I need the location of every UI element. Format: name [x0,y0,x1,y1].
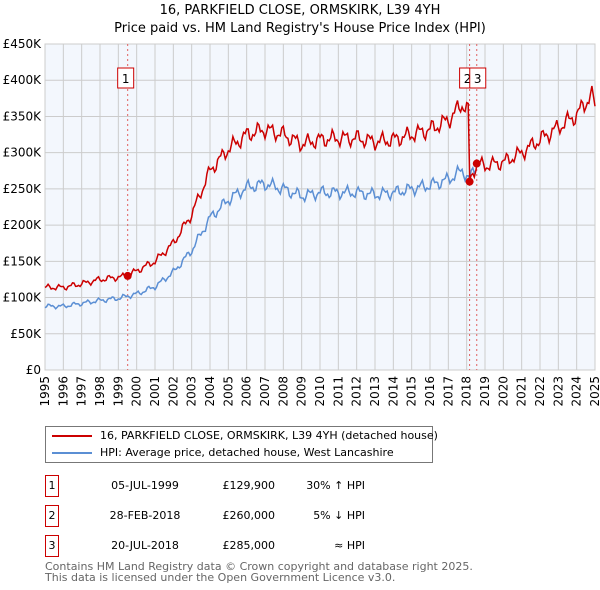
title: 16, PARKFIELD CLOSE, ORMSKIRK, L39 4YH [159,3,441,18]
sale-price: £260,000 [222,509,276,522]
x-tick-label: 2019 [478,376,492,407]
sale-price: £129,900 [222,479,276,492]
y-tick-label: £150K [3,254,43,268]
x-tick-label: 2014 [386,376,400,407]
x-tick-label: 2004 [203,376,217,407]
x-tick-label: 2006 [240,376,254,407]
sale-date: 28-FEB-2018 [109,509,181,522]
x-tick-label: 2001 [148,376,162,407]
y-tick-label: £200K [3,218,43,232]
legend-label: 16, PARKFIELD CLOSE, ORMSKIRK, L39 4YH (… [100,429,438,442]
x-tick-label: 1997 [75,376,89,407]
x-tick-label: 1998 [93,376,107,407]
footer-line: Contains HM Land Registry data © Crown c… [45,560,473,573]
x-tick-label: 2024 [570,376,584,407]
y-tick-label: £50K [10,327,42,341]
legend: 16, PARKFIELD CLOSE, ORMSKIRK, L39 4YH (… [45,426,438,463]
legend-label: HPI: Average price, detached house, West… [100,446,394,459]
x-tick-label: 2020 [496,376,510,407]
sale-date: 05-JUL-1999 [111,479,179,492]
sale-hpi: ≈ HPI [334,539,365,552]
x-tick-label: 2016 [423,376,437,407]
x-tick-label: 2021 [515,376,529,407]
y-tick-label: £250K [3,182,43,196]
x-tick-label: 2018 [460,376,474,407]
sale-date: 20-JUL-2018 [111,539,179,552]
subtitle: Price paid vs. HM Land Registry's House … [114,21,486,36]
x-tick-label: 1996 [56,376,70,407]
sale-marker-box [117,67,135,89]
series-line [44,163,477,310]
sale-marker: 2 [45,505,59,527]
sale-marker-label: 2 [464,72,472,86]
table-row: 3 20-JUL-2018 £285,000 ≈ HPI [45,535,425,557]
x-tick-label: 1995 [38,376,52,407]
table-row: 2 28-FEB-2018 £260,000 5% ↓ HPI [45,505,425,527]
y-tick-label: £100K [3,291,43,305]
table-row: 1 05-JUL-1999 £129,900 30% ↑ HPI [45,475,425,497]
sale-marker-label: 3 [474,72,482,86]
y-tick-label: £400K [3,73,43,87]
x-tick-label: 2011 [331,376,345,407]
sale-hpi: 5% ↓ HPI [313,509,365,522]
sale-marker-label: 1 [122,72,130,86]
y-tick-label: £350K [3,109,43,123]
chart: £0 £50K £100K £150K £200K £250K £300K £350K £400… [3,37,600,407]
x-tick-label: 2017 [441,376,455,407]
x-tick-label: 2015 [405,376,419,407]
x-tick-label: 2009 [295,376,309,407]
sale-price: £285,000 [222,539,276,552]
x-tick-label: 2010 [313,376,327,407]
x-tick-label: 2005 [221,376,235,407]
sale-point [472,159,481,168]
chart-title: 16, PARKFIELD CLOSE, ORMSKIRK, L39 4YH Pr… [0,2,600,38]
x-tick-label: 2003 [185,376,199,407]
y-tick-label: £300K [3,146,43,160]
sale-hpi: 30% ↑ HPI [306,479,365,492]
series-line [44,85,596,291]
sale-marker: 3 [45,535,59,557]
x-tick-label: 2025 [588,376,600,407]
footer-line: This data is licensed under the Open Gov… [45,571,396,584]
x-tick-label: 2023 [551,376,565,407]
sale-point [123,271,132,280]
x-tick-label: 2002 [166,376,180,407]
footer: Contains HM Land Registry data © Crown c… [45,561,473,583]
plot-border [44,43,596,371]
x-tick-label: 2000 [130,376,144,407]
x-tick-label: 2012 [350,376,364,407]
sale-marker-box [469,67,487,89]
y-tick-label: £0 [26,363,41,377]
sale-point [465,177,474,186]
x-tick-label: 2007 [258,376,272,407]
x-tick-label: 2013 [368,376,382,407]
x-tick-label: 1999 [111,376,125,407]
x-tick-label: 2022 [533,376,547,407]
y-tick-label: £450K [3,37,43,51]
sale-marker: 1 [45,475,59,497]
x-tick-label: 2008 [276,376,290,407]
